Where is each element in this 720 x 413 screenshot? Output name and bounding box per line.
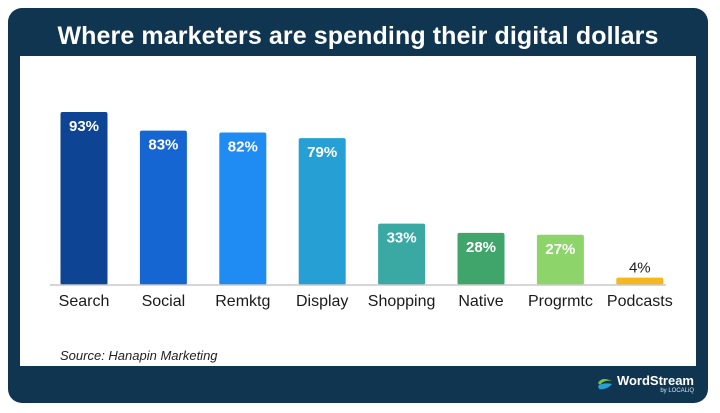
category-label: Social: [142, 293, 186, 310]
category-label: Progrmtc: [528, 293, 593, 310]
category-label: Podcasts: [607, 293, 673, 310]
category-label: Shopping: [368, 293, 436, 310]
category-label: Remktg: [215, 293, 270, 310]
value-label: 82%: [228, 139, 258, 156]
value-label: 28%: [466, 239, 496, 256]
value-label: 27%: [545, 241, 575, 258]
wordstream-wave-icon: [597, 378, 612, 390]
logo-subtitle: by LOCALiQ: [660, 388, 694, 394]
value-label: 93%: [69, 118, 99, 135]
value-label: 4%: [629, 260, 651, 277]
logo-name: WordStream: [616, 373, 694, 388]
wordstream-logo: WordStream by LOCALiQ: [597, 374, 694, 394]
value-label: 79%: [307, 144, 337, 161]
source-note: Source: Hanapin Marketing: [60, 348, 218, 363]
chart-frame: Where marketers are spending their digit…: [8, 8, 708, 403]
bar-podcasts: [616, 277, 664, 285]
bar-native: [457, 232, 505, 285]
category-label: Display: [296, 293, 348, 310]
bar-remktg: [219, 132, 267, 285]
bar-progrmtc: [536, 234, 584, 285]
value-label: 33%: [387, 230, 417, 247]
chart-panel: 93% Search 83% Social 82% Remktg 79% Display 33%…: [20, 56, 696, 366]
category-label: Search: [59, 293, 110, 310]
value-label: 83%: [148, 137, 178, 154]
bar-social: [139, 130, 187, 285]
bar-chart: 93% Search 83% Social 82% Remktg 79% Display 33%…: [50, 112, 673, 310]
bar-display: [298, 138, 346, 285]
category-label: Native: [458, 293, 503, 310]
bar-shopping: [378, 223, 426, 285]
chart-title: Where marketers are spending their digit…: [57, 22, 659, 50]
bar-search: [60, 112, 108, 285]
